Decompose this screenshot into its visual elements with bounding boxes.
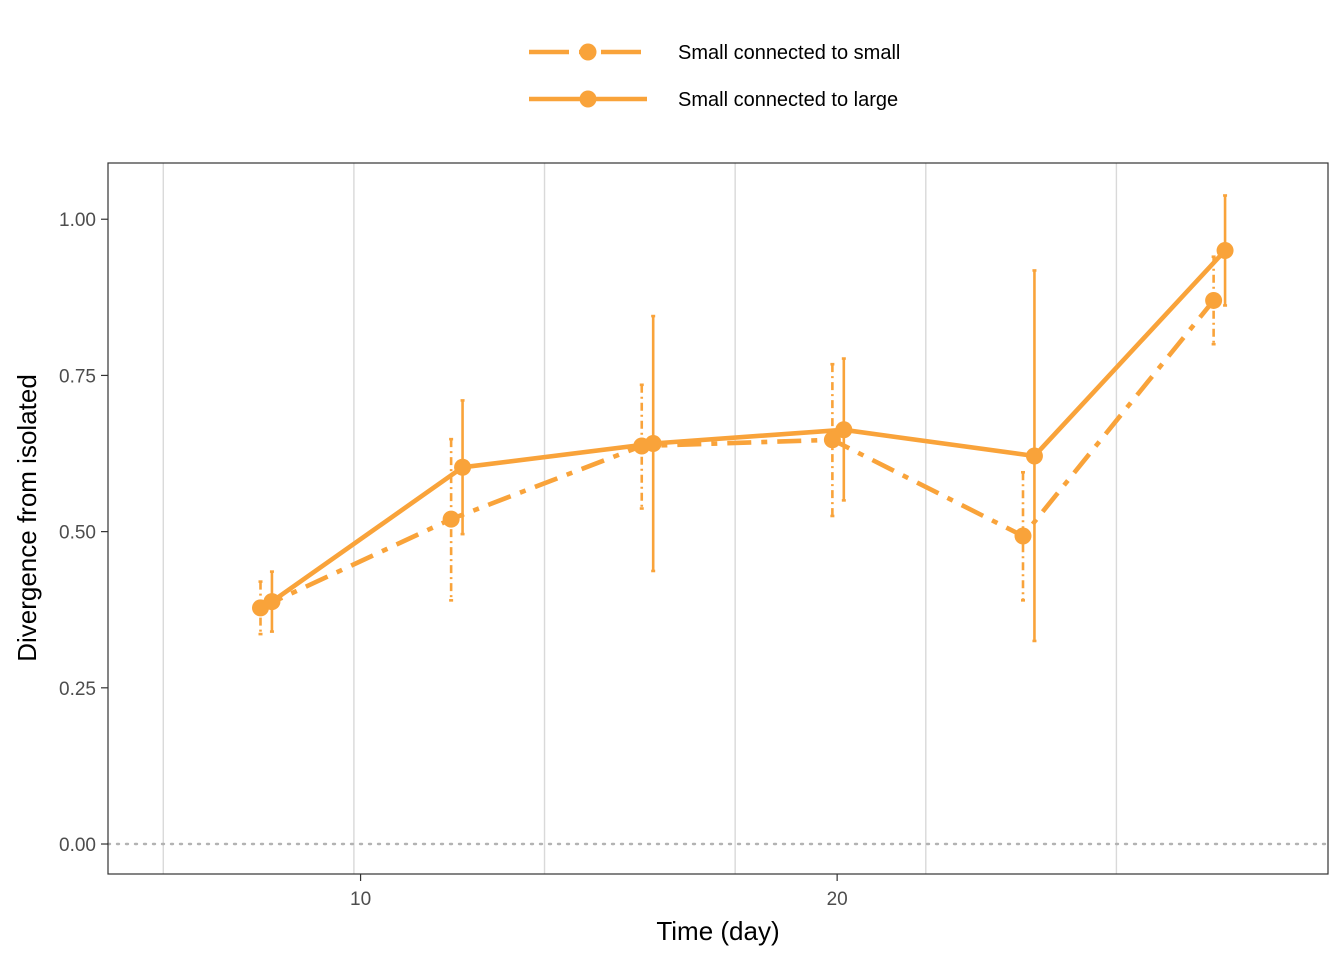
legend-key-point-small-connected-to-small (579, 43, 597, 61)
data-point-small-connected-to-large (263, 593, 281, 611)
series-line-small-connected-to-large (270, 248, 1227, 604)
series-lines (259, 248, 1227, 610)
data-points (252, 241, 1234, 617)
axes: 0.00 0.25 0.50 0.75 1.00 10 20 (59, 210, 848, 910)
data-point-small-connected-to-large (1216, 241, 1234, 259)
data-point-small-connected-to-large (454, 458, 472, 476)
legend-label-small-connected-to-large: Small connected to large (678, 89, 898, 111)
legend-label-small-connected-to-small: Small connected to small (678, 42, 900, 64)
y-tick-label: 1.00 (59, 210, 96, 231)
y-tick-label: 0.00 (59, 835, 96, 856)
data-point-small-connected-to-large (1025, 447, 1043, 465)
y-tick-label: 0.25 (59, 679, 96, 700)
data-point-small-connected-to-small (1205, 291, 1223, 309)
plot-panel-border (107, 162, 1329, 875)
series-line-small-connected-to-small (259, 299, 1216, 610)
legend-key-point-small-connected-to-large (579, 90, 597, 108)
data-point-small-connected-to-small (442, 510, 460, 528)
y-tick-label: 0.75 (59, 366, 96, 387)
data-point-small-connected-to-large (644, 435, 662, 453)
gridlines (162, 163, 1118, 874)
error-bars (258, 194, 1228, 643)
x-tick-label: 20 (827, 889, 848, 910)
x-tick-label: 10 (350, 889, 371, 910)
y-tick-label: 0.50 (59, 523, 96, 544)
data-point-small-connected-to-small (823, 431, 841, 449)
legend: Small connected to small Small connected … (529, 42, 900, 111)
data-point-small-connected-to-small (1014, 527, 1032, 545)
y-axis-title: Divergence from isolated (12, 374, 42, 662)
data-point-small-connected-to-large (835, 421, 853, 439)
x-axis-title: Time (day) (656, 916, 779, 946)
